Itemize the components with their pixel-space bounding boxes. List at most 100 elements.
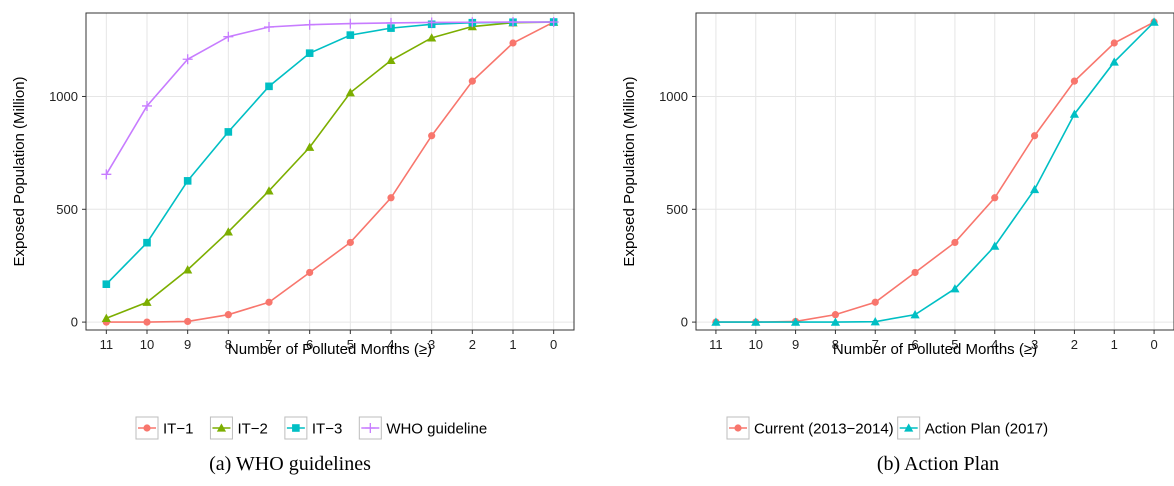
legend-label: IT−2 (237, 421, 267, 438)
x-tick-label: 6 (911, 337, 918, 352)
figure-caption: (b) Action Plan (877, 453, 999, 475)
data-point (790, 317, 801, 326)
y-tick-label: 1000 (49, 89, 78, 104)
data-point (508, 17, 518, 28)
gridlines (696, 13, 1174, 330)
plot-border (695, 12, 1174, 331)
data-point (1030, 132, 1039, 140)
legend-item: IT−2 (209, 416, 268, 440)
series-2 (101, 17, 559, 322)
data-point (950, 284, 960, 293)
data-point (467, 17, 478, 28)
data-point (142, 100, 152, 111)
legend: Current (2013−2014) Action Plan (2017) (726, 416, 1048, 440)
legend-label: IT−1 (163, 421, 193, 438)
data-point (911, 268, 919, 277)
data-point (1069, 109, 1080, 118)
legend-label: IT−3 (312, 421, 342, 438)
legend-key-marker (292, 424, 300, 432)
legend-key-marker (365, 423, 376, 433)
data-point (184, 317, 192, 326)
data-point (1070, 77, 1079, 85)
data-point (306, 268, 314, 277)
x-tick-label: 4 (991, 337, 998, 352)
x-tick-label: 9 (792, 337, 799, 352)
data-point (265, 82, 273, 91)
x-tick-label: 2 (1071, 337, 1078, 352)
data-point (387, 194, 395, 202)
x-tick-label: 5 (347, 337, 354, 352)
figure-caption: (a) WHO guidelines (209, 453, 371, 475)
data-point (346, 238, 354, 247)
data-point (345, 18, 356, 29)
data-point (304, 19, 315, 30)
data-point (223, 227, 233, 236)
legend-item: WHO guideline (358, 416, 487, 440)
series-line (105, 21, 554, 175)
plot-area (695, 12, 1174, 331)
data-point (830, 317, 841, 326)
data-point (1149, 17, 1159, 26)
legend-label: WHO guideline (386, 421, 487, 438)
plot-border (85, 12, 575, 331)
y-axis-title: Exposed Population (Million) (621, 76, 638, 266)
x-tick-label: 0 (1150, 337, 1157, 352)
plot-area (85, 12, 575, 331)
x-tick-label: 9 (184, 337, 191, 352)
x-tick-label: 3 (428, 337, 435, 352)
data-point (428, 132, 436, 140)
x-tick-label: 4 (387, 337, 394, 352)
legend-item: IT−1 (135, 416, 193, 440)
data-point (264, 186, 274, 195)
x-tick-label: 7 (872, 337, 879, 352)
legend-item: IT−3 (284, 416, 342, 440)
x-tick-label: 8 (832, 337, 839, 352)
data-point (548, 17, 559, 28)
data-point (101, 169, 112, 180)
series-4 (101, 17, 559, 180)
data-point (427, 33, 437, 42)
gridlines (86, 13, 574, 330)
x-tick-label: 0 (550, 337, 557, 352)
y-axis-title: Exposed Population (Million) (11, 76, 28, 266)
legend-label: Current (2013−2014) (754, 421, 894, 438)
data-point (183, 177, 192, 185)
x-tick-label: 1 (509, 337, 516, 352)
data-point (426, 17, 437, 28)
data-point (1109, 57, 1119, 66)
x-tick-label: 2 (469, 337, 476, 352)
data-point (345, 88, 355, 97)
x-tick-label: 11 (100, 337, 114, 352)
data-point (951, 238, 959, 247)
data-point (386, 55, 396, 65)
data-point (711, 317, 721, 326)
legend-key-marker (904, 423, 914, 432)
legend-key-marker (143, 424, 151, 432)
legend-item: Current (2013−2014) (726, 416, 894, 440)
data-point (142, 297, 152, 306)
data-point (102, 280, 111, 288)
data-point (509, 39, 517, 47)
data-point (387, 24, 395, 32)
x-tick-label: 11 (709, 337, 723, 352)
data-point (223, 31, 234, 42)
data-point (183, 265, 193, 274)
x-tick-label: 6 (306, 337, 313, 352)
legend: IT−1 IT−2 IT−3 WHO guideline (135, 416, 487, 440)
data-point (265, 298, 273, 306)
data-point (264, 21, 274, 32)
x-tick-label: 3 (1031, 337, 1038, 352)
data-point (101, 313, 111, 322)
data-point (346, 31, 355, 39)
data-point (991, 194, 999, 202)
data-point (871, 298, 879, 306)
data-point (831, 311, 840, 319)
x-tick-label: 10 (140, 337, 154, 352)
data-point (143, 238, 151, 247)
series-line (106, 21, 554, 320)
legend-key-marker (216, 423, 227, 432)
data-point (990, 241, 1000, 250)
data-point (468, 77, 476, 85)
x-axis-title: Number of Polluted Months (≥) (228, 341, 432, 358)
